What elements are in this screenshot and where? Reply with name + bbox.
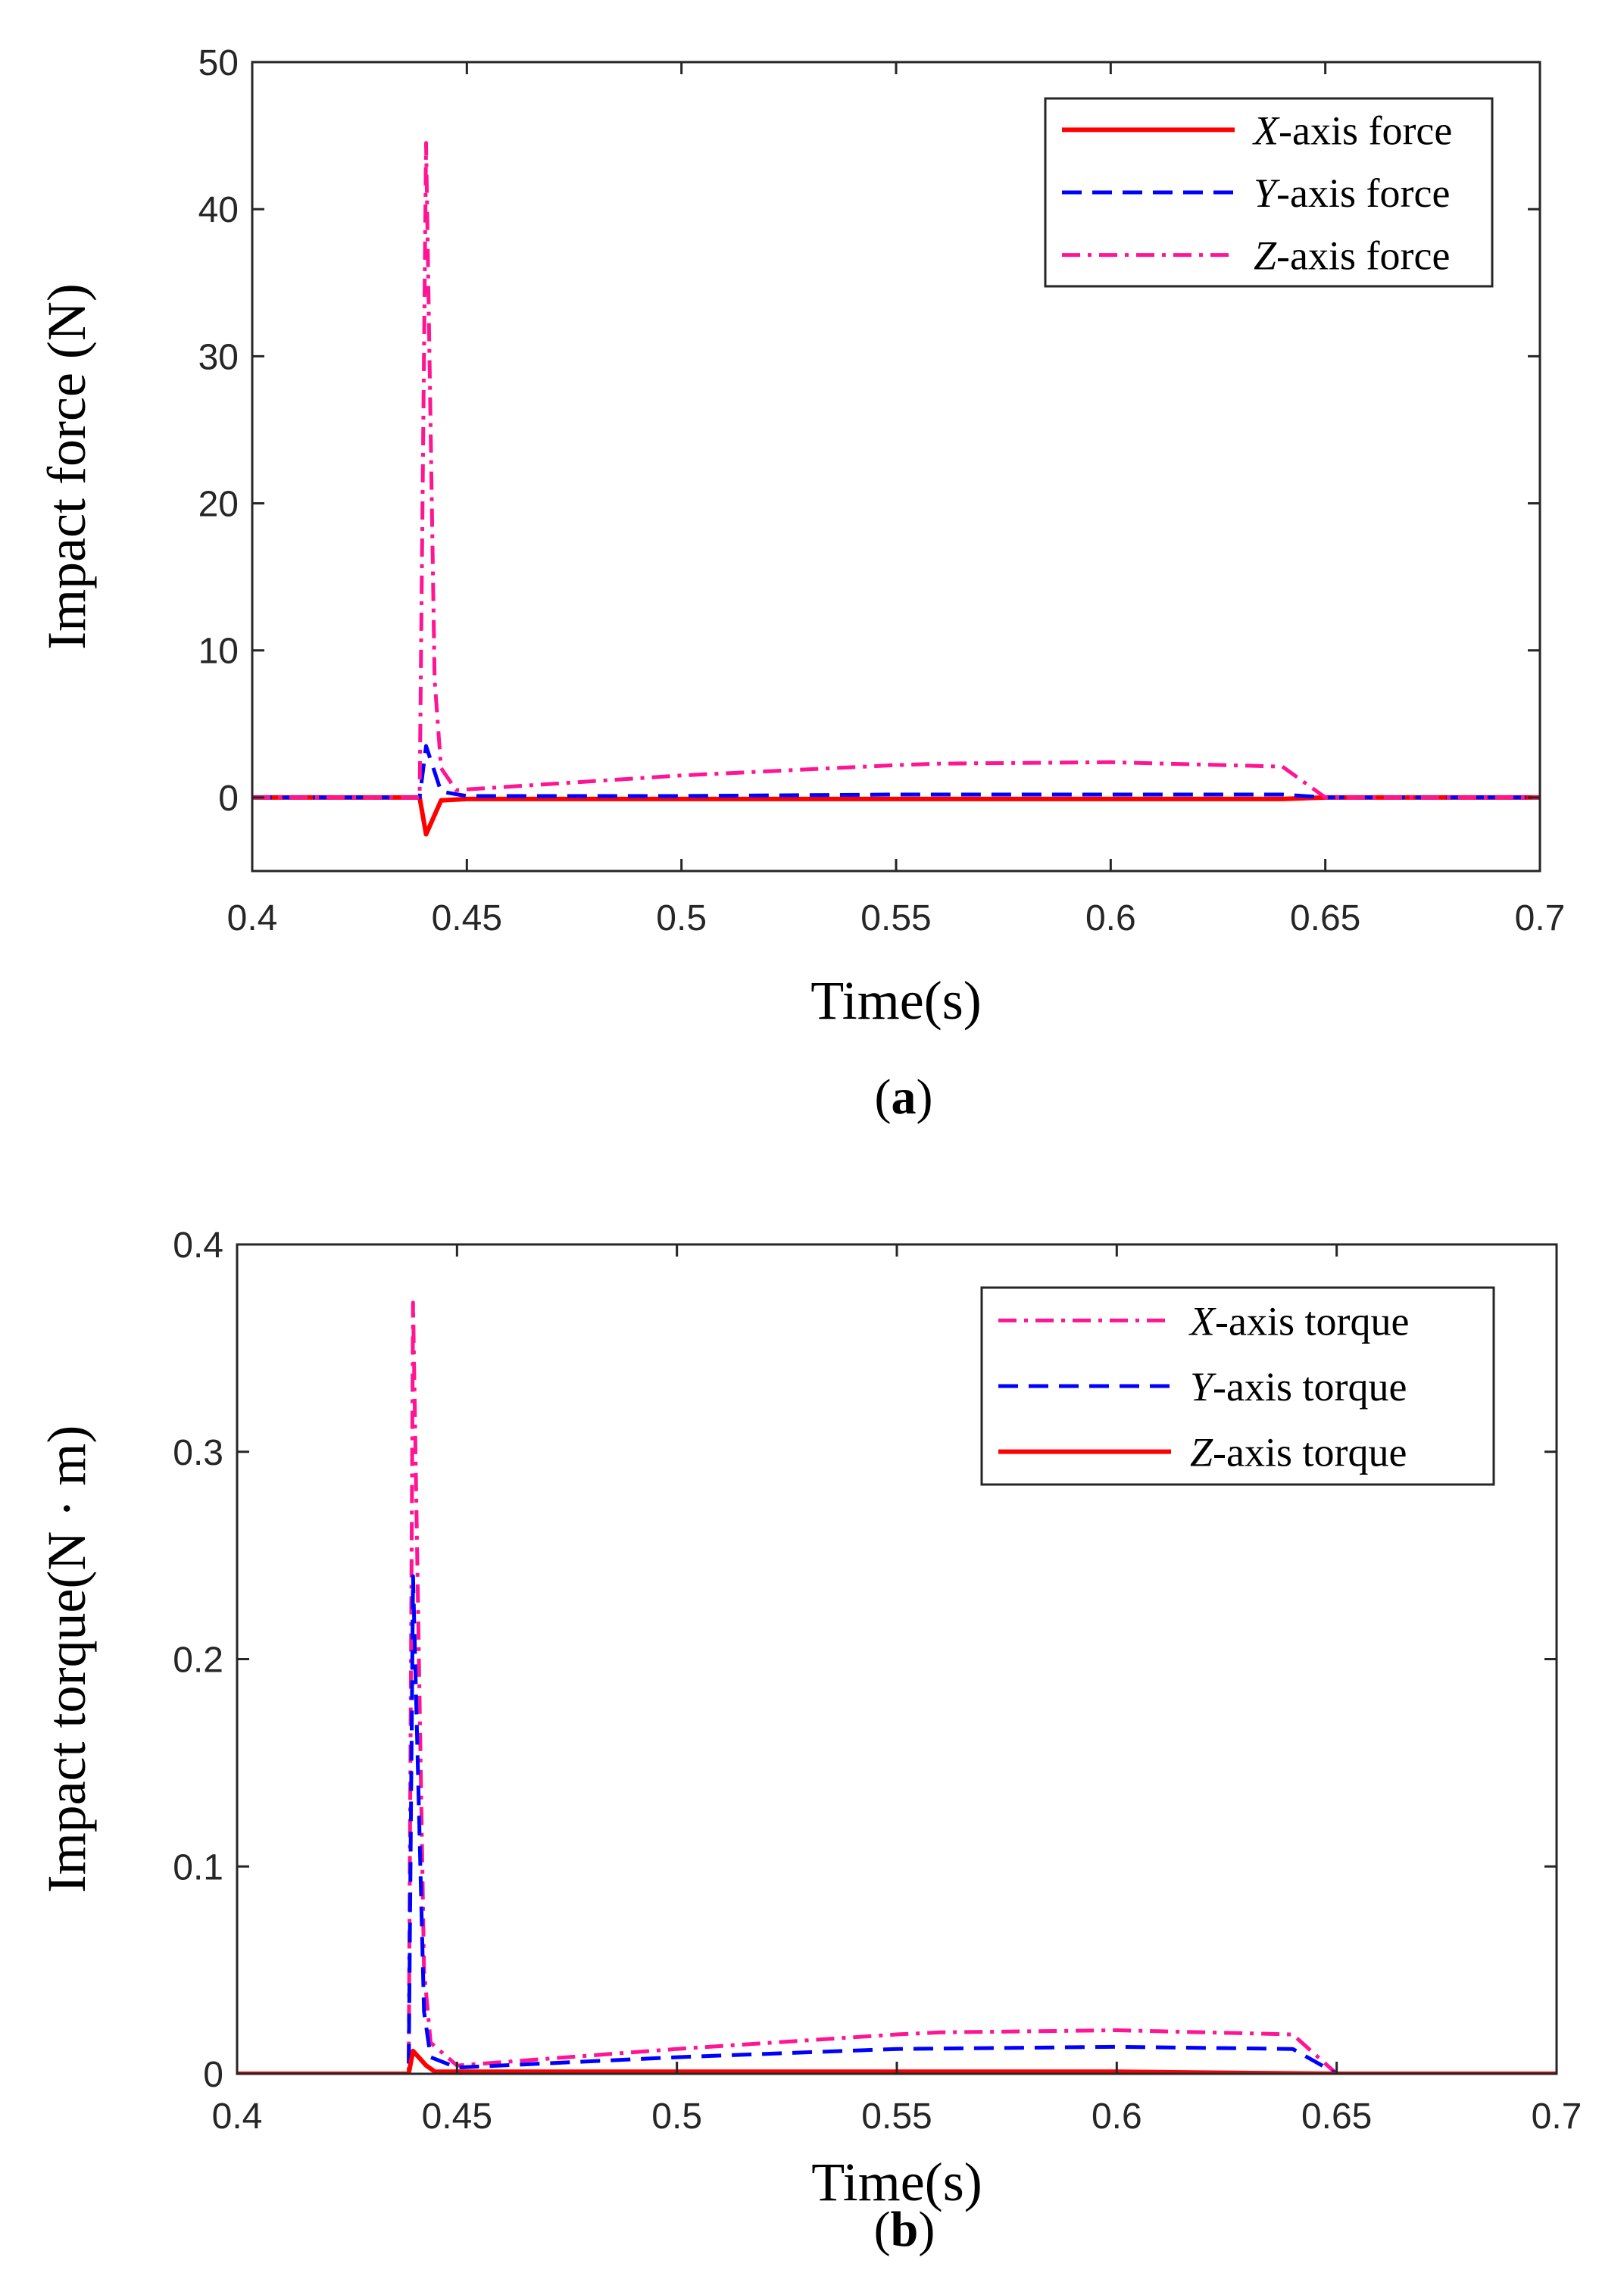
y-tick-label: 50 — [198, 43, 239, 83]
legend-label-x: X-axis torque — [1188, 1298, 1409, 1344]
legend-label-z: Z-axis force — [1254, 233, 1450, 279]
series-line-z — [252, 141, 1540, 800]
y-tick-label: 10 — [198, 632, 239, 672]
x-tick-label: 0.7 — [1532, 2097, 1582, 2137]
y-tick-label: 0 — [218, 779, 239, 819]
legend-label-z: Z-axis torque — [1190, 1430, 1407, 1475]
x-tick-label: 0.4 — [227, 898, 278, 938]
legend: X-axis force Y-axis force Z-axis force — [1044, 97, 1494, 288]
y-axis-title: Impact torque(N · m) — [36, 1425, 97, 1894]
x-tick-label: 0.7 — [1515, 898, 1566, 938]
x-tick-label: 0.4 — [212, 2097, 263, 2137]
x-tick-label: 0.6 — [1092, 2097, 1142, 2137]
x-tick-label: 0.65 — [1290, 898, 1360, 938]
panel-caption: (b) — [874, 2202, 935, 2257]
x-tick-label: 0.5 — [651, 2097, 702, 2137]
y-tick-label: 0 — [203, 2055, 223, 2095]
x-tick-label: 0.45 — [432, 898, 502, 938]
y-tick-label: 0.3 — [173, 1433, 223, 1473]
legend-label-y: Y-axis force — [1254, 170, 1450, 216]
x-tick-label: 0.6 — [1085, 898, 1136, 938]
series-group — [252, 141, 1540, 837]
y-tick-label: 0.2 — [173, 1641, 223, 1681]
x-tick-label: 0.5 — [656, 898, 707, 938]
x-axis-title: Time(s) — [811, 2152, 982, 2212]
y-tick-label: 30 — [198, 337, 239, 377]
legend: X-axis torque Y-axis torque Z-axis torque — [980, 1286, 1495, 1486]
x-axis-title: Time(s) — [810, 970, 981, 1031]
series-line-y — [252, 744, 1540, 800]
y-tick-label: 0.4 — [173, 1225, 223, 1266]
y-tick-label: 40 — [198, 190, 239, 230]
series-line-x — [252, 795, 1540, 837]
x-tick-label: 0.45 — [422, 2097, 492, 2137]
x-tick-label: 0.65 — [1301, 2097, 1372, 2137]
y-tick-label: 20 — [198, 485, 239, 525]
legend-label-x: X-axis force — [1252, 108, 1452, 153]
x-tick-label: 0.55 — [861, 2097, 932, 2137]
legend-label-y: Y-axis torque — [1190, 1364, 1407, 1410]
x-tick-label: 0.55 — [860, 898, 931, 938]
chart-panel-b: 0.4 0.45 0.5 0.55 0.6 0.65 0.7 0 0.1 0.2 0.3 0.4 Tim… — [36, 1225, 1582, 2257]
series-line-x — [237, 1300, 1557, 2074]
y-tick-label: 0.1 — [173, 1847, 223, 1887]
chart-panel-a: 0.4 0.45 0.5 0.55 0.6 0.65 0.7 0 10 20 30 40 50 Time(… — [36, 43, 1565, 1125]
series-line-y — [237, 1574, 1557, 2074]
y-axis-title: Impact force (N) — [36, 283, 97, 650]
panel-caption: (a) — [875, 1069, 933, 1125]
